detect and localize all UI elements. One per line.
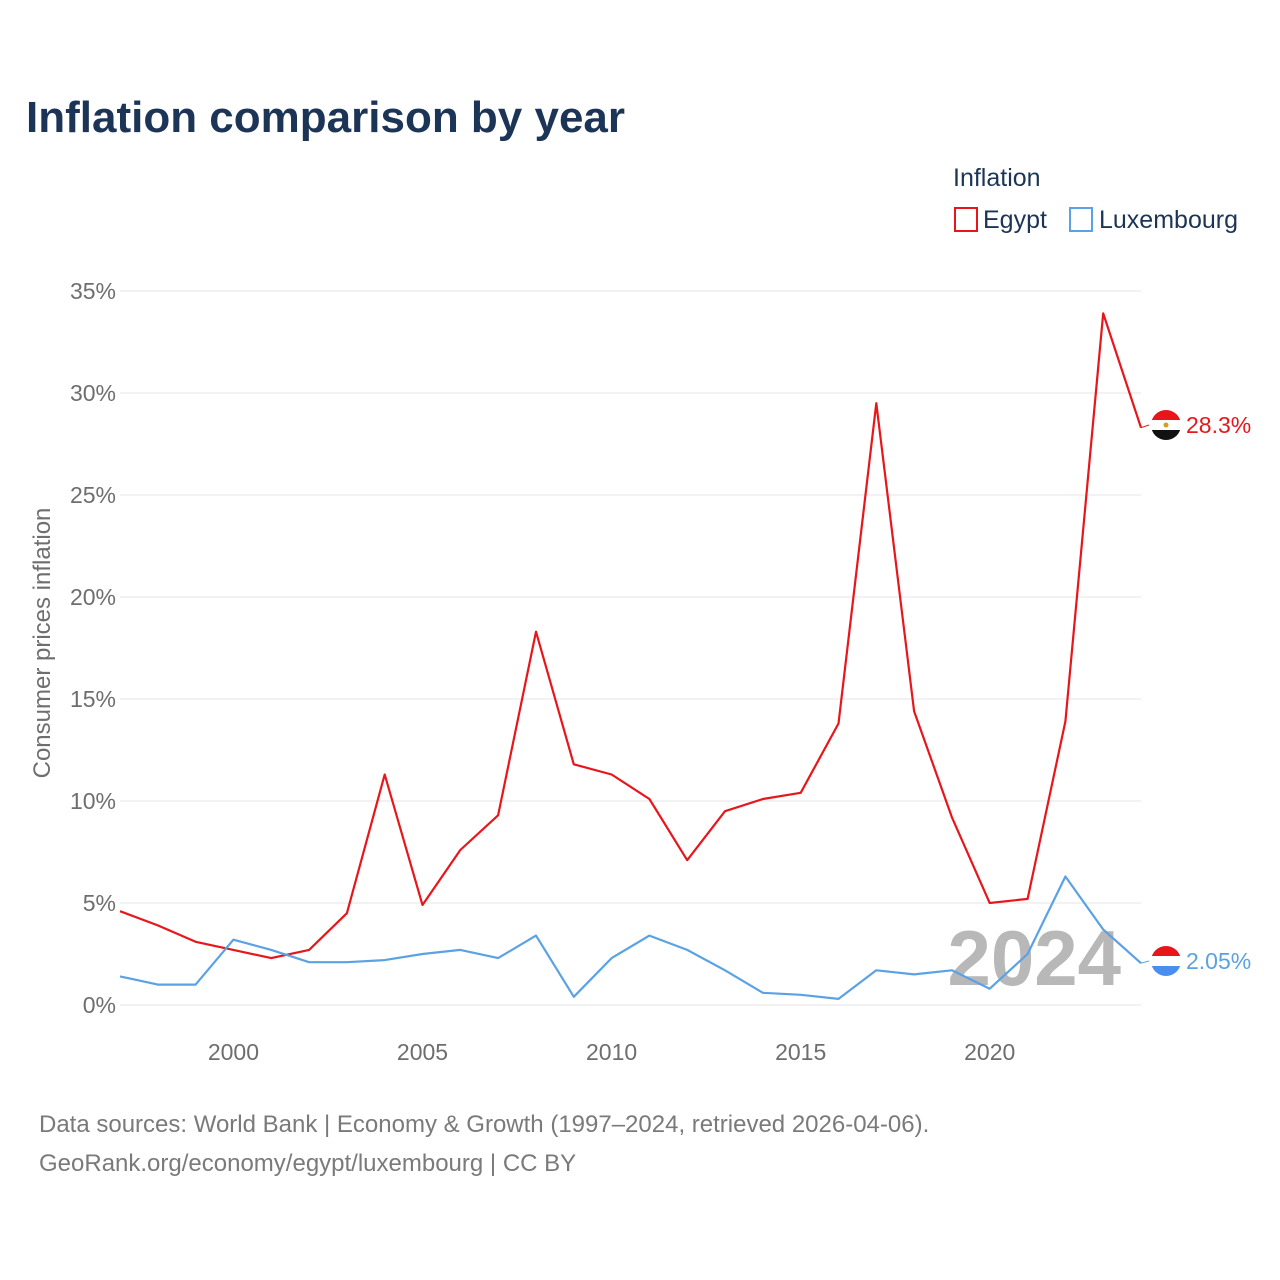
legend: Inflation Egypt Luxembourg — [953, 164, 1238, 234]
y-axis-ticks: 0% 5% 10% 15% 20% 25% 30% 35% — [70, 278, 116, 1018]
data-point-luxembourg[interactable] — [646, 933, 652, 939]
legend-label-egypt[interactable]: Egypt — [983, 206, 1047, 234]
legend-title: Inflation — [953, 164, 1041, 192]
data-point-egypt[interactable] — [571, 761, 577, 767]
data-point-egypt[interactable] — [722, 808, 728, 814]
data-point-luxembourg[interactable] — [1100, 927, 1106, 933]
y-axis-label: Consumer prices inflation — [29, 508, 56, 779]
data-point-luxembourg[interactable] — [760, 990, 766, 996]
data-point-egypt[interactable] — [798, 790, 804, 796]
data-point-luxembourg[interactable] — [495, 955, 501, 961]
x-tick-label: 2015 — [775, 1039, 826, 1065]
data-point-luxembourg[interactable] — [420, 951, 426, 957]
data-point-luxembourg[interactable] — [344, 959, 350, 965]
data-point-luxembourg[interactable] — [873, 967, 879, 973]
y-tick-label: 20% — [70, 584, 116, 610]
data-point-egypt[interactable] — [117, 908, 123, 914]
data-point-egypt[interactable] — [873, 400, 879, 406]
data-point-egypt[interactable] — [609, 771, 615, 777]
data-point-egypt[interactable] — [835, 720, 841, 726]
data-point-luxembourg[interactable] — [1062, 873, 1068, 879]
data-point-egypt[interactable] — [533, 629, 539, 635]
data-point-egypt[interactable] — [987, 900, 993, 906]
x-tick-label: 2000 — [208, 1039, 259, 1065]
data-point-luxembourg[interactable] — [1025, 951, 1031, 957]
data-point-luxembourg[interactable] — [684, 947, 690, 953]
data-point-luxembourg[interactable] — [268, 947, 274, 953]
data-point-luxembourg[interactable] — [949, 967, 955, 973]
data-point-luxembourg[interactable] — [722, 967, 728, 973]
data-point-luxembourg[interactable] — [571, 994, 577, 1000]
y-tick-label: 0% — [83, 992, 116, 1018]
source-line-1: Data sources: World Bank | Economy & Gro… — [39, 1111, 929, 1138]
data-point-egypt[interactable] — [949, 814, 955, 820]
luxembourg-flag-icon — [1151, 946, 1181, 976]
data-point-luxembourg[interactable] — [835, 996, 841, 1002]
series — [117, 310, 1143, 1002]
data-point-luxembourg[interactable] — [306, 959, 312, 965]
grid — [120, 290, 1141, 1006]
end-label-egypt: 28.3% — [1186, 412, 1251, 438]
legend-swatch-luxembourg[interactable] — [1069, 207, 1093, 232]
data-point-egypt[interactable] — [1025, 896, 1031, 902]
x-axis-ticks: 2000 2005 2010 2015 2020 — [208, 1039, 1015, 1065]
data-point-luxembourg[interactable] — [609, 955, 615, 961]
y-tick-label: 35% — [70, 278, 116, 304]
data-point-egypt[interactable] — [457, 847, 463, 853]
chart-title: Inflation comparison by year — [26, 93, 625, 142]
data-point-luxembourg[interactable] — [117, 973, 123, 979]
data-point-luxembourg[interactable] — [533, 933, 539, 939]
data-point-egypt[interactable] — [760, 796, 766, 802]
data-point-luxembourg[interactable] — [155, 982, 161, 988]
end-markers: 28.3% 2.05% — [1140, 410, 1251, 976]
y-tick-label: 10% — [70, 788, 116, 814]
data-point-luxembourg[interactable] — [193, 982, 199, 988]
data-point-egypt[interactable] — [268, 955, 274, 961]
data-point-egypt[interactable] — [495, 812, 501, 818]
data-point-egypt[interactable] — [193, 939, 199, 945]
data-point-egypt[interactable] — [420, 902, 426, 908]
data-point-luxembourg[interactable] — [230, 937, 236, 943]
x-tick-label: 2020 — [964, 1039, 1015, 1065]
data-point-egypt[interactable] — [382, 771, 388, 777]
data-point-egypt[interactable] — [684, 857, 690, 863]
data-point-egypt[interactable] — [1100, 310, 1106, 316]
legend-swatch-egypt[interactable] — [954, 207, 978, 232]
data-point-egypt[interactable] — [155, 922, 161, 928]
y-tick-label: 25% — [70, 482, 116, 508]
data-point-egypt[interactable] — [230, 947, 236, 953]
legend-label-luxembourg[interactable]: Luxembourg — [1099, 206, 1238, 234]
x-tick-label: 2005 — [397, 1039, 448, 1065]
end-leader-luxembourg — [1140, 960, 1150, 964]
data-point-egypt[interactable] — [1062, 718, 1068, 724]
end-leader-egypt — [1140, 424, 1150, 429]
data-point-luxembourg[interactable] — [911, 971, 917, 977]
egypt-flag-icon — [1151, 410, 1181, 440]
y-tick-label: 5% — [83, 890, 116, 916]
data-point-luxembourg[interactable] — [987, 986, 993, 992]
y-tick-label: 30% — [70, 380, 116, 406]
series-line-egypt[interactable] — [119, 312, 1143, 960]
data-point-egypt[interactable] — [646, 796, 652, 802]
end-label-luxembourg: 2.05% — [1186, 948, 1251, 974]
data-point-luxembourg[interactable] — [382, 957, 388, 963]
data-point-egypt[interactable] — [911, 708, 917, 714]
data-point-egypt[interactable] — [344, 910, 350, 916]
series-line-luxembourg[interactable] — [119, 875, 1142, 1001]
data-point-egypt[interactable] — [306, 947, 312, 953]
x-tick-label: 2010 — [586, 1039, 637, 1065]
year-watermark: 2024 — [947, 914, 1121, 1002]
source-line-2[interactable]: GeoRank.org/economy/egypt/luxembourg | C… — [39, 1150, 576, 1177]
data-point-luxembourg[interactable] — [457, 947, 463, 953]
y-tick-label: 15% — [70, 686, 116, 712]
data-point-luxembourg[interactable] — [798, 992, 804, 998]
